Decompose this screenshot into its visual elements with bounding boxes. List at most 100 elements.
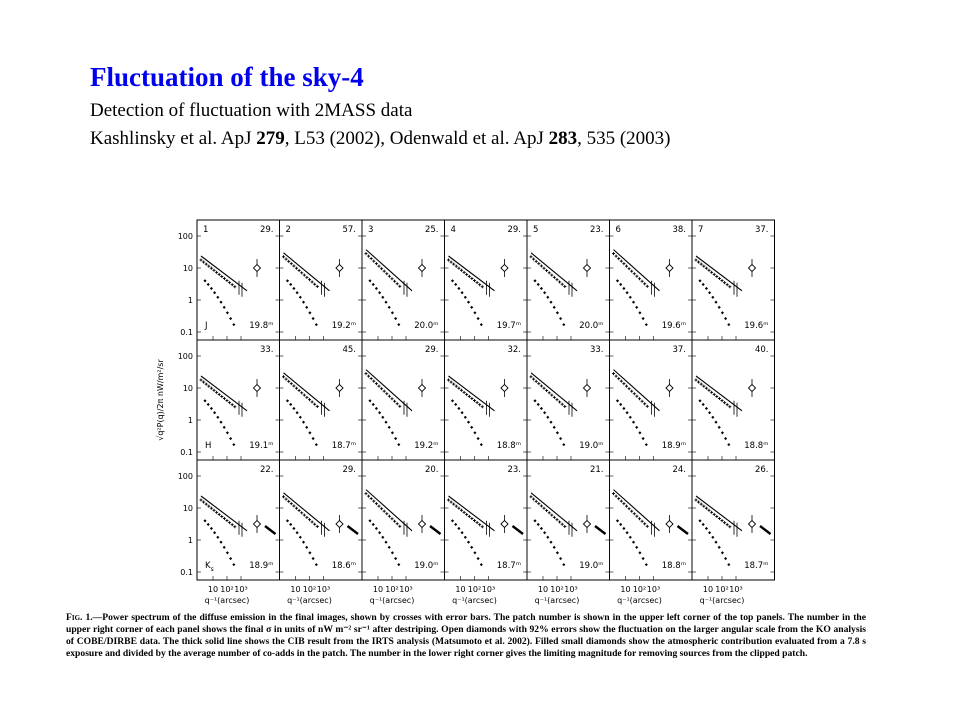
y-tick-label: 1 — [188, 536, 193, 545]
x-tick-label: 10² — [715, 585, 728, 594]
atmospheric-diamond — [457, 406, 461, 410]
atmospheric-diamond — [622, 286, 626, 290]
ref1-volume: 279 — [256, 128, 285, 149]
irts-thick-line — [594, 525, 607, 535]
band-label-subscript: s — [211, 566, 214, 573]
limiting-magnitude-label: 19.2ᵐ — [332, 321, 356, 331]
atmospheric-diamond — [631, 540, 636, 544]
atmospheric-diamond — [457, 286, 461, 290]
atmospheric-diamond — [378, 411, 382, 415]
irts-thick-line — [429, 525, 442, 535]
sigma-label: 29. — [507, 225, 521, 235]
atmospheric-diamond — [473, 311, 477, 315]
limiting-magnitude-label: 18.8ᵐ — [497, 441, 521, 451]
atmospheric-diamond — [479, 563, 483, 567]
atmospheric-diamond — [371, 282, 375, 287]
limiting-magnitude-label: 20.0ᵐ — [579, 321, 603, 331]
atmospheric-diamond — [206, 522, 210, 527]
atmospheric-diamond — [552, 425, 556, 429]
atmospheric-diamond — [704, 526, 708, 530]
atmospheric-diamond — [301, 540, 306, 544]
x-tick-label: 10³ — [729, 585, 742, 594]
atmospheric-diamond — [387, 545, 391, 549]
atmospheric-diamond — [466, 300, 471, 304]
atmospheric-diamond — [381, 295, 385, 299]
atmospheric-diamond — [203, 279, 207, 283]
limiting-magnitude-label: 19.6ᵐ — [662, 321, 686, 331]
band-label: Ks — [205, 561, 214, 573]
atmospheric-diamond — [368, 279, 372, 283]
x-tick-label: 10³ — [399, 585, 412, 594]
x-tick-label: 10³ — [564, 585, 577, 594]
atmospheric-diamond — [397, 443, 401, 447]
atmospheric-diamond — [450, 399, 455, 403]
atmospheric-diamond — [533, 399, 537, 403]
limiting-magnitude-label: 19.8ᵐ — [249, 321, 273, 331]
atmospheric-diamond — [466, 420, 471, 424]
atmospheric-diamond — [314, 443, 318, 447]
atmospheric-diamond — [628, 295, 632, 299]
dirbe-open-diamond — [665, 263, 674, 273]
atmospheric-diamond — [394, 437, 398, 441]
atmospheric-diamond — [390, 551, 394, 555]
y-tick-label: 10 — [183, 384, 193, 393]
patch-number-label: 2 — [286, 225, 291, 235]
dirbe-open-diamond — [747, 519, 757, 529]
ref1-prefix: Kashlinsky et al. ApJ — [90, 128, 257, 149]
atmospheric-diamond — [708, 291, 712, 295]
atmospheric-diamond — [476, 557, 480, 561]
y-axis-label: √q²P(q)/2π nW/m²/sr — [156, 359, 165, 441]
sigma-label: 29. — [260, 225, 274, 235]
panel-border — [691, 459, 775, 581]
atmospheric-diamond — [615, 519, 620, 523]
atmospheric-diamond — [619, 282, 623, 287]
atmospheric-diamond — [727, 563, 731, 567]
dirbe-open-diamond — [417, 263, 427, 273]
atmospheric-diamond — [305, 425, 309, 429]
x-tick-label: 10² — [385, 585, 398, 594]
sigma-label: 29. — [342, 465, 356, 475]
atmospheric-diamond — [641, 437, 645, 441]
atmospheric-diamond — [549, 420, 553, 424]
x-tick-label: 10² — [468, 585, 481, 594]
sigma-label: 26. — [755, 465, 769, 475]
atmospheric-diamond — [470, 305, 474, 309]
limiting-magnitude-label: 19.0ᵐ — [579, 561, 603, 571]
atmospheric-diamond — [470, 425, 474, 429]
sigma-label: 45. — [342, 345, 356, 355]
atmospheric-diamond — [704, 406, 708, 410]
atmospheric-diamond — [717, 425, 721, 429]
atmospheric-diamond — [454, 282, 458, 287]
atmospheric-diamond — [285, 519, 290, 523]
sigma-label: 57. — [342, 225, 356, 235]
x-tick-label: 10² — [303, 585, 316, 594]
dirbe-open-diamond — [665, 383, 674, 393]
slide-references: Kashlinsky et al. ApJ 279, L53 (2002), O… — [90, 128, 671, 150]
atmospheric-diamond — [644, 323, 648, 327]
x-axis-label: q⁻¹(arcsec) — [617, 596, 662, 605]
atmospheric-diamond — [619, 402, 623, 407]
atmospheric-diamond — [720, 551, 724, 555]
atmospheric-diamond — [714, 300, 718, 304]
atmospheric-diamond — [727, 443, 731, 447]
atmospheric-diamond — [384, 420, 388, 424]
atmospheric-diamond — [314, 563, 318, 567]
atmospheric-diamond — [203, 399, 207, 403]
limiting-magnitude-label: 19.1ᵐ — [249, 441, 273, 451]
atmospheric-diamond — [206, 282, 210, 287]
x-tick-label: 10³ — [234, 585, 247, 594]
caption-text: —Power spectrum of the diffuse emission … — [66, 612, 866, 660]
atmospheric-diamond — [216, 415, 220, 419]
atmospheric-diamond — [295, 411, 299, 415]
atmospheric-diamond — [479, 443, 483, 447]
patch-number-label: 7 — [698, 225, 703, 235]
y-tick-label: 0.1 — [180, 568, 193, 577]
atmospheric-diamond — [450, 279, 455, 283]
dirbe-open-diamond — [500, 519, 509, 529]
atmospheric-diamond — [305, 305, 309, 309]
limiting-magnitude-label: 19.7ᵐ — [497, 321, 521, 331]
atmospheric-diamond — [298, 295, 302, 299]
y-tick-label: 10 — [183, 504, 193, 513]
dirbe-open-diamond — [582, 383, 592, 393]
atmospheric-diamond — [638, 431, 642, 435]
